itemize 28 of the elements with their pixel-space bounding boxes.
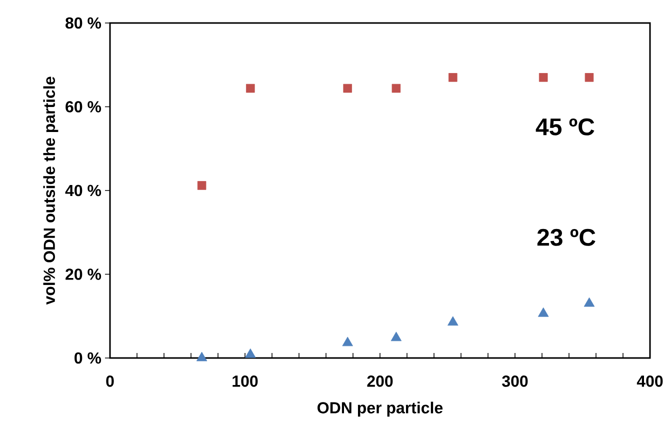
text: 23 ºC (537, 228, 596, 246)
point (390, 332, 402, 342)
x-tick-label: 200 (367, 376, 393, 387)
point (538, 307, 549, 317)
x-tick-label: 100 (232, 376, 258, 387)
point (197, 181, 206, 190)
y-tick-label: 60 % (66, 101, 102, 112)
point (392, 84, 401, 93)
x-tick-label: 300 (502, 376, 528, 387)
point (246, 84, 255, 93)
x-tick-label: 400 (636, 376, 663, 387)
point (584, 73, 594, 82)
point (448, 316, 458, 326)
point (584, 297, 595, 307)
y-tick-label: 20 % (66, 268, 102, 280)
x-axis-title: ODN per particle (318, 402, 443, 417)
x-tick-label: 0 (106, 376, 114, 387)
y-tick-label: 80 % (66, 17, 102, 29)
y-tick-label: 0 % (74, 352, 102, 364)
point (196, 352, 208, 362)
point (343, 84, 352, 93)
y-axis-title: vol% ODN outside the particle (43, 76, 58, 305)
point (448, 73, 458, 82)
series-label: 45 ºC (536, 118, 594, 136)
point (538, 73, 548, 82)
point (245, 348, 256, 358)
point (342, 336, 353, 346)
y-tick-label: 40 % (65, 184, 102, 196)
